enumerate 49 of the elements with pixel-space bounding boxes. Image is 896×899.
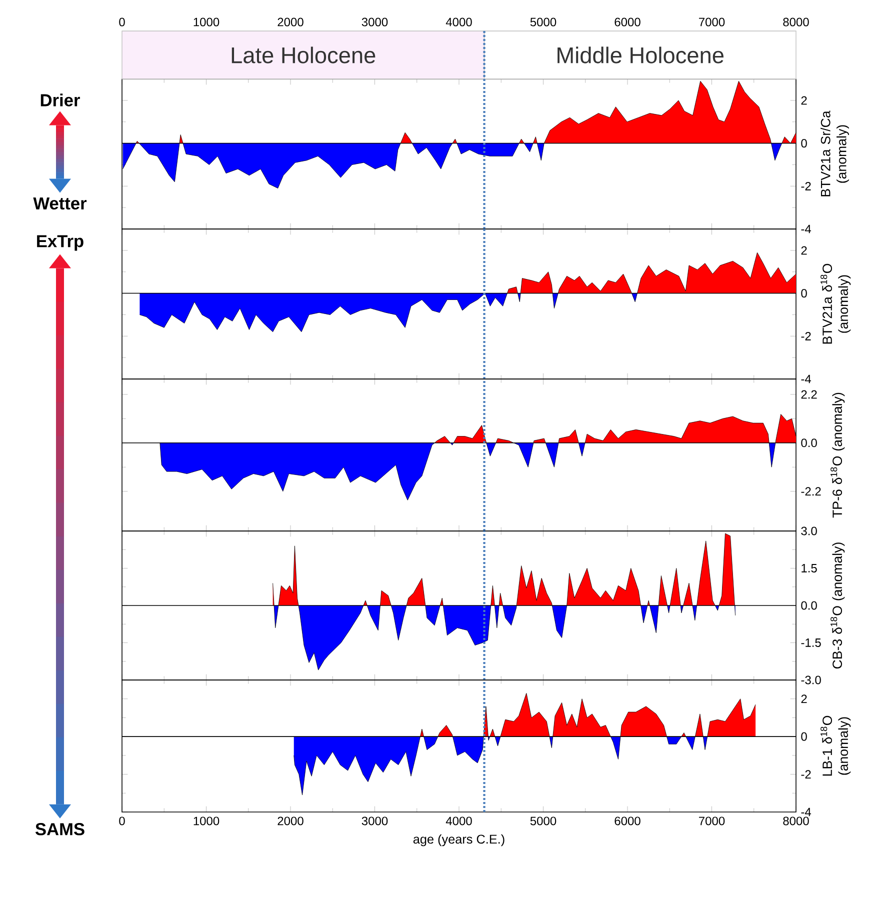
x-tick-label: 4000 bbox=[446, 816, 472, 826]
y-tick-label: 2 bbox=[801, 96, 807, 105]
x-axis-title: age (years C.E.) bbox=[413, 834, 504, 846]
x-tick-label: 0 bbox=[119, 816, 125, 826]
x2-tick-label: 0 bbox=[119, 18, 125, 26]
text: Drier bbox=[40, 94, 80, 106]
x-tick-label: 6000 bbox=[614, 816, 640, 826]
x2-tick-label: 2000 bbox=[278, 18, 304, 26]
y-tick-label: -2 bbox=[801, 182, 811, 190]
x2-tick-label: 8000 bbox=[783, 18, 809, 26]
y-tick-label: 0 bbox=[801, 732, 807, 741]
text: Middle Holocene bbox=[558, 46, 724, 64]
y-axis-title: BTV21a Sr/Ca (anomaly) bbox=[820, 110, 849, 196]
x-tick-label: 8000 bbox=[783, 816, 809, 826]
y-axis-title: CB-3 δ$^{18}$O (anomaly) bbox=[830, 542, 845, 669]
x2-tick-label: 6000 bbox=[614, 18, 640, 26]
y-tick-label: 2 bbox=[801, 246, 807, 255]
y-tick-label: 2 bbox=[801, 694, 807, 704]
y-tick-label: 2.2 bbox=[801, 390, 817, 399]
y-tick-label: -4 bbox=[801, 224, 812, 234]
x-tick-label: 3000 bbox=[362, 816, 388, 826]
x2-tick-label: 1000 bbox=[194, 18, 220, 26]
y-tick-label: -2 bbox=[801, 770, 811, 778]
y-tick-label: -4 bbox=[801, 808, 812, 816]
x2-tick-label: 7000 bbox=[699, 18, 725, 26]
y-axis-title: BTV21a δ$^{18}$O (anomaly) bbox=[820, 264, 851, 344]
x2-tick-label: 5000 bbox=[530, 18, 556, 26]
y-tick-label: 0 bbox=[801, 289, 807, 298]
y-axis-title: TP-6 δ$^{18}$O (anomaly) bbox=[830, 392, 845, 518]
y-tick-label: -1.5 bbox=[801, 638, 821, 647]
x-tick-label: 1000 bbox=[194, 816, 220, 826]
y-tick-label: 1.5 bbox=[802, 564, 817, 572]
y-tick-label: -2 bbox=[801, 332, 811, 340]
y-tick-label: 0.0 bbox=[801, 438, 817, 448]
x-tick-label: 5000 bbox=[530, 816, 556, 826]
x-tick-label: 7000 bbox=[699, 816, 725, 826]
text: ExTrp bbox=[37, 235, 84, 251]
x2-tick-label: 4000 bbox=[446, 18, 472, 26]
x-tick-label: 2000 bbox=[278, 816, 304, 826]
y-tick-label: 0.0 bbox=[801, 601, 817, 610]
text: Late Holocene bbox=[232, 46, 376, 64]
y-tick-label: 3.0 bbox=[801, 526, 817, 536]
y-tick-label: -4 bbox=[801, 374, 812, 384]
x2-tick-label: 3000 bbox=[362, 18, 388, 26]
y-tick-label: 0 bbox=[801, 139, 807, 148]
y-tick-label: -2.2 bbox=[801, 487, 821, 496]
text: Wetter bbox=[33, 197, 87, 210]
text: SAMS bbox=[35, 823, 84, 836]
y-tick-label: -3.0 bbox=[801, 676, 821, 684]
